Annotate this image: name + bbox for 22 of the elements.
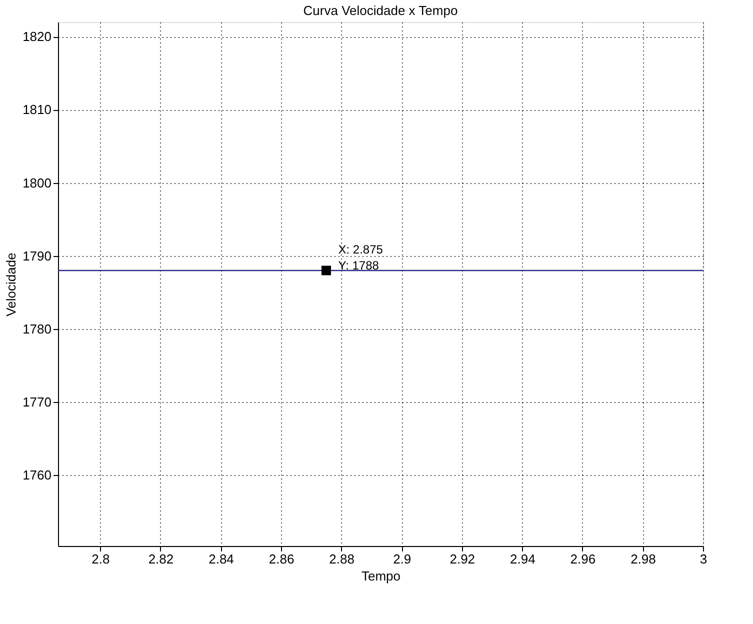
x-tick-label: 2.94 [510,552,536,566]
x-tick-label: 2.84 [208,552,234,566]
y-tick-label: 1790 [22,248,52,264]
y-axis-title: Velocidade [4,252,19,316]
y-tick-label: 1800 [22,175,52,190]
annotation: X: 2.875 Y: 1788 [338,242,384,272]
x-tick-label: 2.98 [630,552,656,566]
y-tick-label: 1760 [22,468,52,483]
y-tick-label: 1810 [22,102,52,118]
x-tick-label: 2.92 [450,552,476,566]
x-tick-label: 2.86 [268,552,294,566]
chart-title: Curva Velocidade x Tempo [303,3,458,18]
x-tick-label: 2.88 [329,552,354,566]
x-tick-label: 3 [700,552,708,566]
x-tick-label: 2.8 [92,552,110,566]
x-tick-label: 2.9 [393,552,412,566]
x-tick-label: 2.96 [570,552,596,566]
x-axis-title: Tempo [361,568,401,584]
y-tick-label: 1780 [22,321,52,336]
x-tick-label: 2.82 [148,552,174,566]
y-tick-label: 1820 [22,29,52,44]
y-tick-label: 1770 [22,394,52,410]
